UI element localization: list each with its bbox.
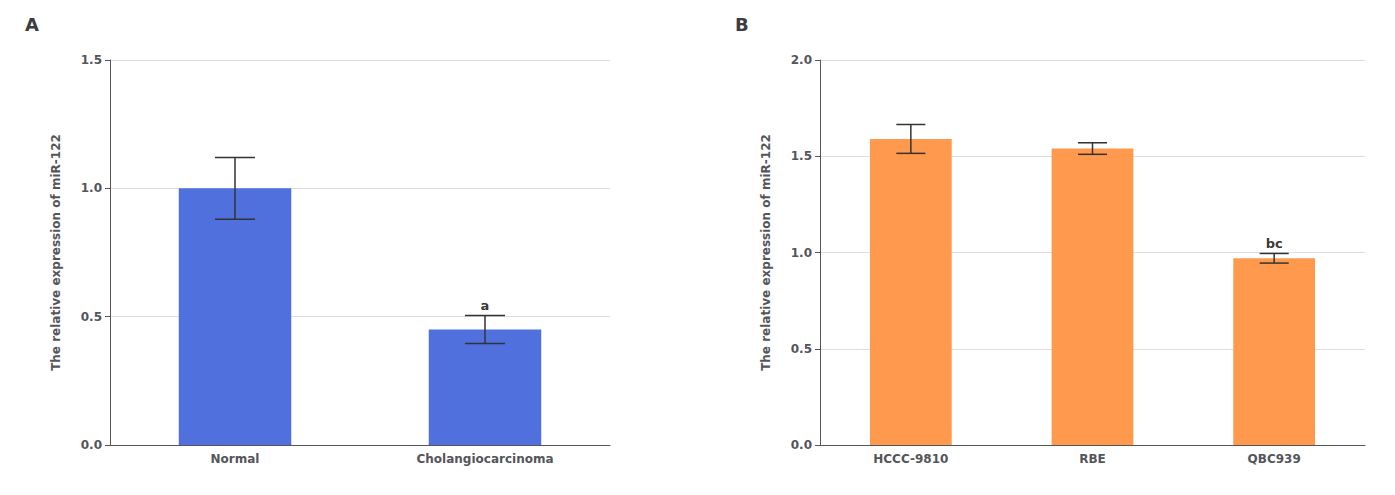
- svg-text:0.5: 0.5: [791, 342, 812, 356]
- svg-text:QBC939: QBC939: [1248, 452, 1301, 466]
- svg-text:0.5: 0.5: [81, 310, 102, 324]
- svg-text:Cholangiocarcinoma: Cholangiocarcinoma: [416, 452, 553, 466]
- svg-text:2.0: 2.0: [791, 53, 812, 67]
- svg-text:1.0: 1.0: [81, 181, 102, 195]
- svg-text:HCCC-9810: HCCC-9810: [873, 452, 948, 466]
- svg-text:1.0: 1.0: [791, 246, 812, 260]
- svg-text:The relative expression of miR: The relative expression of miR-122: [49, 134, 63, 371]
- svg-text:The relative expression of miR: The relative expression of miR-122: [759, 134, 773, 371]
- svg-text:bc: bc: [1266, 236, 1283, 251]
- svg-text:1.5: 1.5: [81, 53, 102, 67]
- svg-text:A: A: [25, 14, 39, 35]
- svg-text:0.0: 0.0: [791, 438, 812, 452]
- svg-text:Normal: Normal: [211, 452, 260, 466]
- svg-text:RBE: RBE: [1079, 452, 1106, 466]
- svg-text:1.5: 1.5: [791, 149, 812, 163]
- svg-text:a: a: [481, 298, 490, 313]
- svg-text:0.0: 0.0: [81, 438, 102, 452]
- svg-text:B: B: [735, 14, 749, 35]
